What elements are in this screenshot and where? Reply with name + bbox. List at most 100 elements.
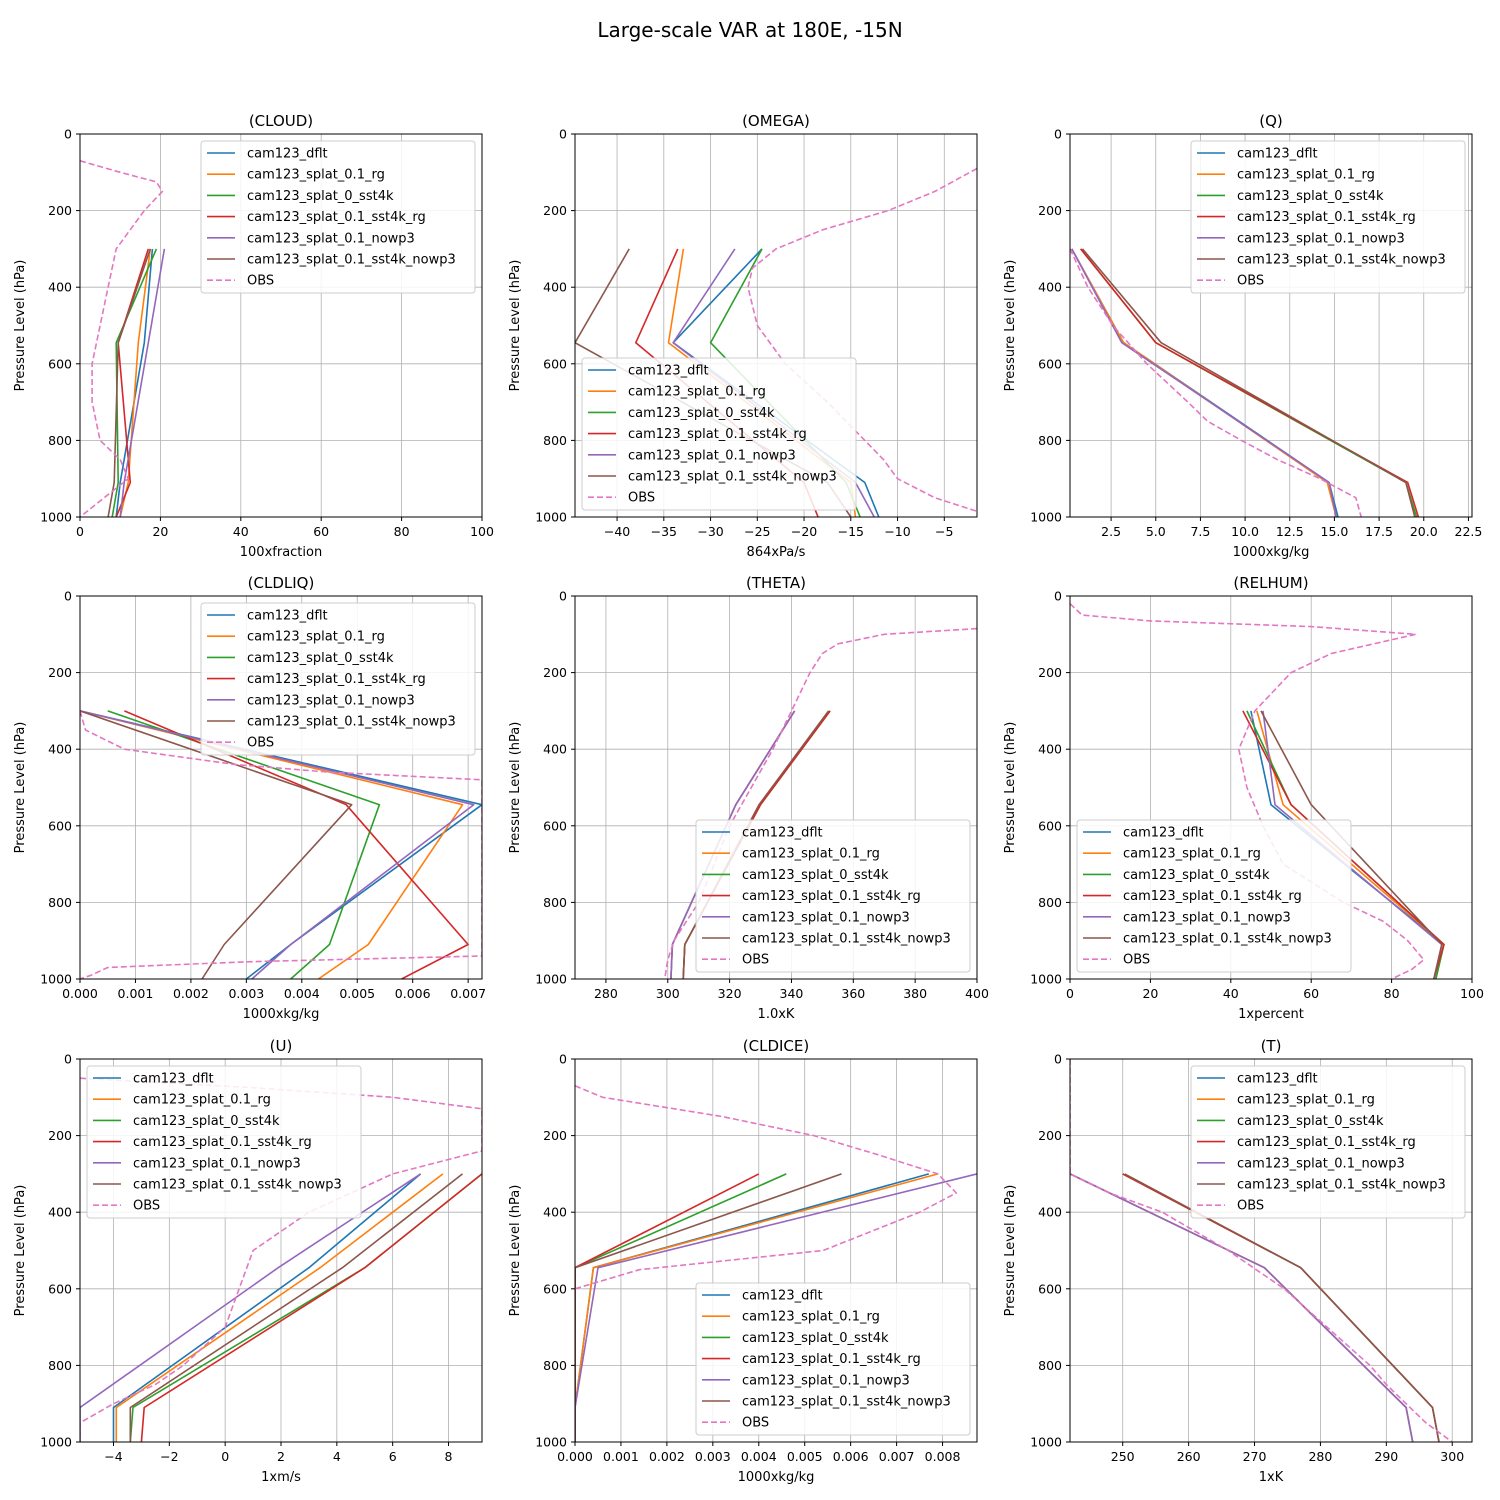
x-tick-label: 17.5 bbox=[1365, 524, 1393, 539]
legend-label: cam123_dflt bbox=[628, 364, 709, 379]
y-tick-label: 600 bbox=[543, 818, 567, 833]
y-tick-label: 0 bbox=[64, 127, 72, 142]
legend-label: cam123_splat_0.1_rg bbox=[742, 847, 880, 862]
x-tick-label: 0.008 bbox=[925, 1449, 961, 1464]
x-tick-label: 40 bbox=[233, 524, 249, 539]
legend-label: cam123_splat_0_sst4k bbox=[1123, 868, 1270, 883]
legend-label: cam123_splat_0.1_sst4k_nowp3 bbox=[1237, 1178, 1446, 1193]
legend-label: cam123_dflt bbox=[133, 1072, 214, 1087]
y-tick-label: 1000 bbox=[535, 1435, 567, 1450]
legend-label: cam123_splat_0.1_sst4k_nowp3 bbox=[742, 932, 951, 947]
x-axis-label: 1xpercent bbox=[1238, 1007, 1304, 1022]
x-tick-label: 0.002 bbox=[649, 1449, 685, 1464]
legend-label: cam123_splat_0.1_sst4k_nowp3 bbox=[247, 715, 456, 730]
x-tick-label: −30 bbox=[697, 524, 723, 539]
legend-label: cam123_splat_0.1_rg bbox=[247, 630, 385, 645]
series-group bbox=[80, 710, 482, 979]
legend-label: cam123_splat_0.1_rg bbox=[1237, 1093, 1375, 1108]
x-tick-label: 0.004 bbox=[284, 986, 320, 1001]
series-line-OBS bbox=[1070, 1059, 1453, 1442]
y-tick-label: 800 bbox=[1038, 1358, 1062, 1373]
x-tick-label: 300 bbox=[1440, 1449, 1464, 1464]
series-line-cam123_splat_0.1_sst4k_rg bbox=[1242, 710, 1445, 979]
legend-label: cam123_splat_0.1_rg bbox=[133, 1093, 271, 1108]
y-tick-label: 200 bbox=[48, 665, 72, 680]
series-group bbox=[575, 1085, 977, 1442]
x-tick-label: 0 bbox=[76, 524, 84, 539]
y-tick-label: 0 bbox=[559, 1052, 567, 1067]
y-tick-label: 200 bbox=[1038, 665, 1062, 680]
legend-label: cam123_splat_0.1_sst4k_rg bbox=[1237, 1135, 1416, 1150]
series-line-cam123_splat_0.1_sst4k_nowp3 bbox=[129, 1173, 463, 1442]
x-tick-label: 100 bbox=[470, 524, 494, 539]
axes-frame bbox=[1069, 133, 1473, 518]
panel-theta: 280 300 320 340 360 380 400 0 200 400 600 800 1000 (T… bbox=[508, 574, 989, 1022]
series-line-cam123_splat_0.1_sst4k_nowp3 bbox=[1081, 248, 1416, 517]
y-tick-label: 0 bbox=[1054, 589, 1062, 604]
legend-label: cam123_splat_0.1_sst4k_nowp3 bbox=[628, 470, 837, 485]
series-group bbox=[1070, 248, 1420, 517]
axes-frame bbox=[1069, 595, 1473, 980]
series-line-cam123_splat_0.1_sst4k_rg bbox=[1080, 248, 1420, 517]
series-line-cam123_splat_0.1_sst4k_rg bbox=[575, 1173, 760, 1442]
legend-label: cam123_splat_0.1_nowp3 bbox=[1237, 1156, 1405, 1171]
y-tick-label: 200 bbox=[48, 1128, 72, 1143]
series-line-cam123_dflt bbox=[115, 248, 154, 517]
legend-label: cam123_splat_0.1_sst4k_nowp3 bbox=[742, 1395, 951, 1410]
legend-box bbox=[200, 602, 476, 756]
series-line-cam123_splat_0.1_rg bbox=[119, 248, 152, 517]
x-tick-label: 300 bbox=[656, 986, 680, 1001]
y-tick-label: 400 bbox=[48, 742, 72, 757]
legend: cam123_dflt cam123_splat_0.1_rg cam123_spl… bbox=[1190, 1065, 1466, 1219]
series-line-cam123_splat_0.1_sst4k_nowp3 bbox=[1260, 710, 1443, 979]
x-tick-label: 20.0 bbox=[1410, 524, 1438, 539]
x-tick-label: 2 bbox=[277, 1449, 285, 1464]
panel-cldice: 0.000 0.001 0.002 0.003 0.004 0.005 0.006 0.007… bbox=[508, 1037, 978, 1485]
x-tick-label: 0.000 bbox=[557, 1449, 593, 1464]
y-axis-label: Pressure Level (hPa) bbox=[508, 260, 523, 392]
y-tick-label: 1000 bbox=[40, 510, 72, 525]
x-tick-label: −20 bbox=[791, 524, 817, 539]
legend-label: cam123_dflt bbox=[1237, 147, 1318, 162]
x-tick-label: 0.004 bbox=[741, 1449, 777, 1464]
x-tick-label: 0.006 bbox=[833, 1449, 869, 1464]
legend-label: OBS bbox=[133, 1199, 160, 1214]
x-tick-label: 0.006 bbox=[395, 986, 431, 1001]
panel-title: (THETA) bbox=[746, 574, 806, 592]
y-tick-label: 400 bbox=[1038, 280, 1062, 295]
x-axis-label: 1000xkg/kg bbox=[1233, 545, 1310, 560]
legend-label: OBS bbox=[247, 274, 274, 289]
legend-label: cam123_splat_0.1_rg bbox=[247, 168, 385, 183]
x-tick-label: 0.007 bbox=[879, 1449, 915, 1464]
y-tick-label: 800 bbox=[543, 895, 567, 910]
axes-frame bbox=[574, 1058, 978, 1443]
x-axis-label: 1xm/s bbox=[261, 1470, 301, 1485]
x-tick-label: 10.0 bbox=[1231, 524, 1259, 539]
x-tick-label: 260 bbox=[1177, 1449, 1201, 1464]
panel-omega: −40 −35 −30 −25 −20 −15 −10 −5 0 200 400 600 800 1000… bbox=[508, 112, 978, 560]
legend-label: OBS bbox=[742, 1416, 769, 1431]
series-line-cam123_splat_0_sst4k bbox=[107, 710, 381, 979]
legend-label: cam123_splat_0.1_sst4k_nowp3 bbox=[133, 1178, 342, 1193]
x-axis-label: 864xPa/s bbox=[747, 545, 806, 560]
x-tick-label: 80 bbox=[1384, 986, 1400, 1001]
series-group bbox=[80, 1077, 482, 1442]
series-line-cam123_splat_0.1_nowp3 bbox=[1071, 248, 1337, 517]
y-tick-label: 800 bbox=[48, 433, 72, 448]
x-tick-label: −5 bbox=[935, 524, 953, 539]
legend-label: cam123_splat_0.1_nowp3 bbox=[628, 448, 796, 463]
series-line-OBS bbox=[747, 167, 977, 513]
y-tick-label: 200 bbox=[1038, 203, 1062, 218]
x-tick-label: 280 bbox=[1308, 1449, 1332, 1464]
y-tick-label: 0 bbox=[559, 589, 567, 604]
legend: cam123_dflt cam123_splat_0.1_rg cam123_spl… bbox=[695, 1282, 971, 1436]
legend-label: cam123_splat_0.1_sst4k_nowp3 bbox=[247, 253, 456, 268]
y-tick-label: 0 bbox=[1054, 127, 1062, 142]
x-tick-label: 5.0 bbox=[1146, 524, 1166, 539]
axes-frame bbox=[574, 133, 978, 518]
legend-label: OBS bbox=[1123, 953, 1150, 968]
legend-label: cam123_splat_0.1_sst4k_rg bbox=[742, 1352, 921, 1367]
x-tick-label: 15.0 bbox=[1321, 524, 1349, 539]
axes-frame bbox=[79, 133, 483, 518]
